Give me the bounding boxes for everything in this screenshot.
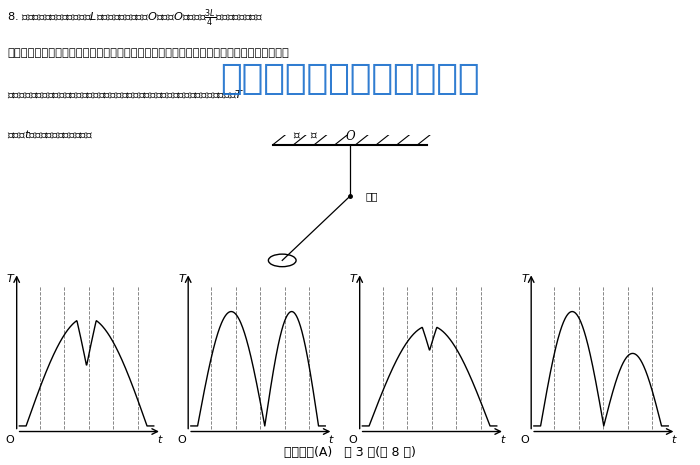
Text: 挡。不计空气阻力，则小球从静止释放到第一次回到释放位置的过程中，细线中的拉力大小$T$: 挡。不计空气阻力，则小球从静止释放到第一次回到释放位置的过程中，细线中的拉力大小… — [7, 88, 244, 100]
Text: O: O — [349, 435, 357, 445]
Text: T: T — [521, 274, 528, 285]
Text: 铁钉: 铁钉 — [365, 191, 378, 201]
Text: 物理试题(A)   第 3 页(共 8 页): 物理试题(A) 第 3 页(共 8 页) — [284, 446, 416, 458]
Circle shape — [268, 254, 296, 267]
Text: t: t — [671, 435, 676, 445]
Text: t: t — [328, 435, 332, 445]
Text: 微信公众号关注：趣找答案: 微信公众号关注：趣找答案 — [220, 62, 480, 96]
Text: 细铁钉。将小球向左拉开一小段距离后由静止释放，小球摆到最低点时，细绳会受到铁钉的阻: 细铁钉。将小球向左拉开一小段距离后由静止释放，小球摆到最低点时，细绳会受到铁钉的… — [7, 47, 289, 58]
Text: T: T — [178, 274, 185, 285]
Text: t: t — [157, 435, 161, 445]
Text: O: O — [177, 435, 186, 445]
Text: O: O — [6, 435, 14, 445]
Text: T: T — [349, 274, 356, 285]
Text: t: t — [500, 435, 504, 445]
Text: O: O — [520, 435, 528, 445]
Text: O: O — [345, 130, 355, 143]
Text: 随时间$t$变化的关系可能正确的是                                                        （   ）: 随时间$t$变化的关系可能正确的是 （ ） — [7, 128, 318, 140]
Text: T: T — [6, 274, 13, 285]
Text: 8. 如图所示，小球通过长度为$L$的细绳挂在天花板的$O$点，在$O$点正下方$\frac{3L}{4}$处有一固定的光滑: 8. 如图所示，小球通过长度为$L$的细绳挂在天花板的$O$点，在$O$点正下方… — [7, 7, 263, 29]
